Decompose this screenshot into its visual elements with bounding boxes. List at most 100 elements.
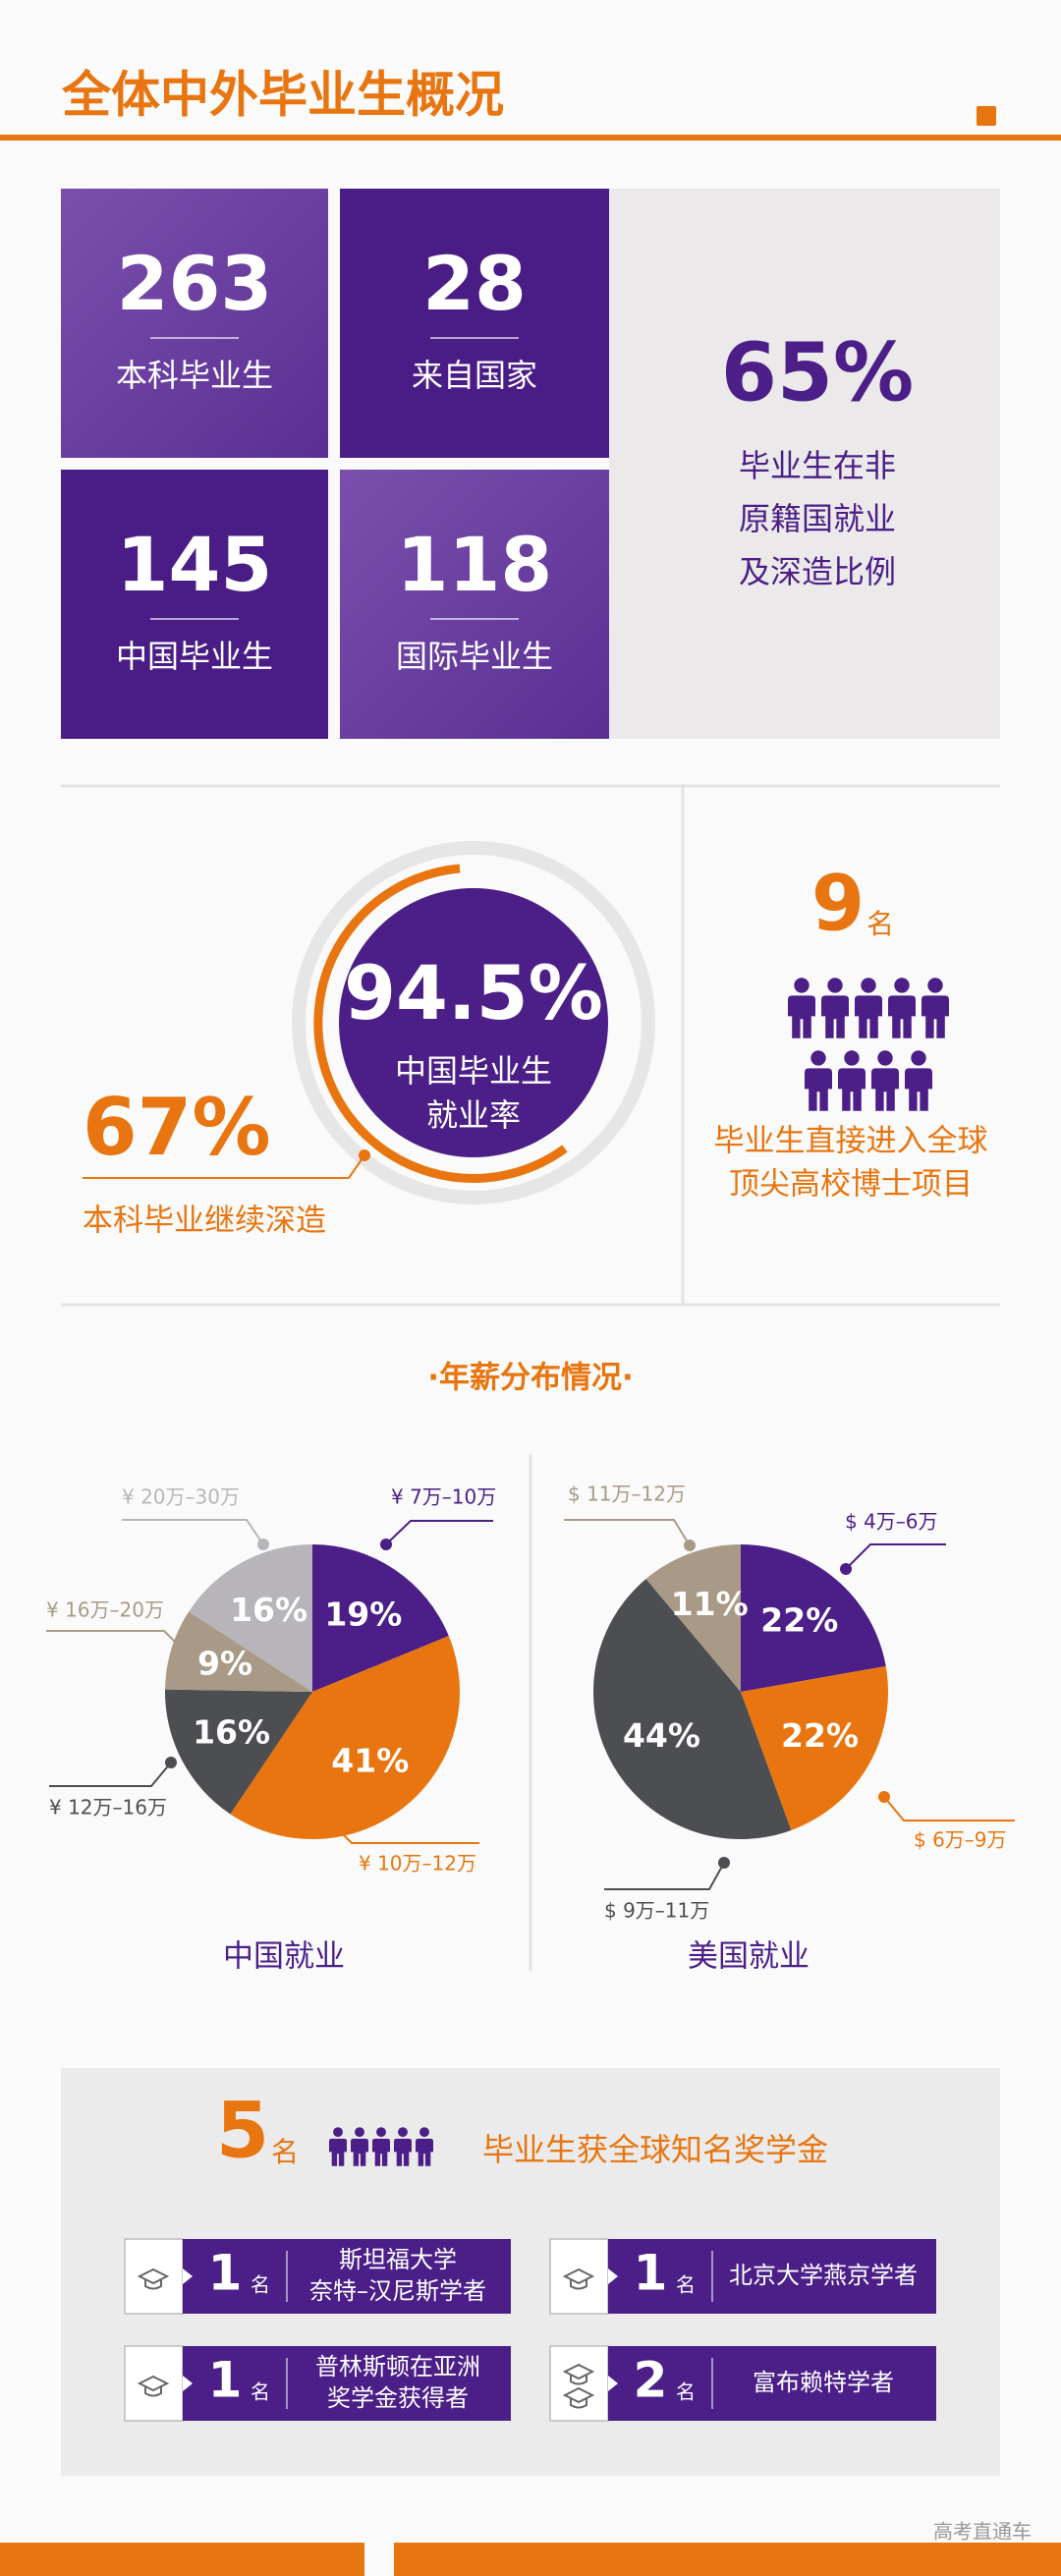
- pie-slice: [741, 1544, 886, 1692]
- cap-icon: [137, 2375, 170, 2397]
- pie-value-label: 9%: [197, 1644, 252, 1682]
- scholarship-label: 毕业生获全球知名奖学金: [482, 2131, 828, 2168]
- item-name: 富布赖特学者: [753, 2369, 894, 2396]
- pie-value-label: 22%: [760, 1600, 838, 1639]
- footer-bar: [0, 2543, 364, 2576]
- header-square: [977, 106, 996, 126]
- stat-box: [340, 189, 609, 458]
- pie-category-label: $ 6万–9万: [914, 1828, 1007, 1852]
- pie-value-label: 16%: [230, 1591, 307, 1629]
- rate-outer-ring: [292, 841, 655, 1204]
- stat-box: [340, 470, 609, 739]
- rate-arc: [313, 864, 568, 1183]
- pie-slice: [189, 1544, 312, 1692]
- callout-dot: [380, 1539, 392, 1550]
- stat-label: 中国毕业生: [116, 638, 273, 675]
- pie-slice: [593, 1579, 792, 1839]
- item-count: 2: [634, 2352, 668, 2409]
- callout-line: [564, 1519, 691, 1546]
- rate-label: 就业率: [426, 1096, 521, 1134]
- cap-icon: [137, 2268, 170, 2290]
- pie-title: 美国就业: [688, 1939, 810, 1975]
- stat-value: 28: [422, 240, 527, 327]
- further-study-label: 本科毕业继续深造: [83, 1204, 326, 1239]
- stat-box: [61, 470, 328, 739]
- overseas-label: 原籍国就业: [739, 500, 896, 537]
- rate-circle: [339, 888, 608, 1157]
- item-notch: [183, 2376, 193, 2391]
- item-box: [183, 2239, 511, 2314]
- callout-dot: [257, 1539, 269, 1550]
- item-box: [608, 2346, 936, 2421]
- pie-slice: [230, 1636, 461, 1840]
- overseas-label: 毕业生在非: [739, 447, 896, 484]
- callout-dot: [718, 1857, 730, 1869]
- pie-category-label: ¥ 12万–16万: [49, 1796, 167, 1820]
- callout-dot: [165, 1757, 177, 1768]
- pie-category-label: ¥ 7万–10万: [391, 1485, 496, 1509]
- pie-slice: [165, 1611, 312, 1692]
- pie-slice: [645, 1544, 741, 1692]
- item-notch: [608, 2376, 618, 2391]
- pie-value-label: 41%: [331, 1742, 409, 1780]
- item-name: 奖学金获得者: [327, 2384, 469, 2412]
- overseas-panel: [609, 189, 1000, 739]
- pie-category-label: $ 4万–6万: [845, 1510, 938, 1534]
- callout-line: [845, 1543, 946, 1570]
- overseas-value: 65%: [721, 326, 914, 420]
- scholarship-unit: 名: [271, 2136, 299, 2168]
- callout-dot: [684, 1540, 696, 1551]
- phd-count: 9: [811, 860, 865, 948]
- page-title: 全体中外毕业生概况: [61, 67, 504, 124]
- callout-dot: [332, 1823, 344, 1835]
- cap-icon: [562, 2363, 595, 2385]
- phd-unit: 名: [866, 908, 894, 940]
- pie-category-label: ¥ 10万–12万: [359, 1852, 476, 1876]
- callout-line: [385, 1520, 493, 1545]
- item-notch: [608, 2268, 618, 2284]
- item-name: 奈特–汉尼斯学者: [309, 2277, 486, 2305]
- item-box: [608, 2239, 936, 2314]
- item-count: 1: [208, 2245, 243, 2302]
- item-name: 北京大学燕京学者: [729, 2262, 918, 2289]
- further-study-leader: [83, 1154, 365, 1179]
- callout-line: [337, 1828, 479, 1844]
- item-name: 斯坦福大学: [339, 2246, 457, 2273]
- item-count: 1: [634, 2245, 668, 2302]
- callout-line: [46, 1630, 185, 1652]
- pie-category-label: $ 9万–11万: [604, 1899, 709, 1923]
- phd-label: 毕业生直接进入全球: [714, 1124, 988, 1159]
- item-unit: 名: [676, 2273, 696, 2297]
- pie-category-label: ¥ 16万–20万: [46, 1598, 164, 1622]
- cap-icon: [562, 2268, 595, 2290]
- item-unit: 名: [676, 2380, 696, 2404]
- item-box: [183, 2346, 511, 2421]
- section-dividers: [61, 784, 1000, 1971]
- stat-box: [61, 189, 328, 458]
- stat-value: 118: [397, 521, 553, 608]
- item-unit: 名: [251, 2273, 270, 2297]
- pie-category-label: ¥ 20万–30万: [122, 1485, 240, 1509]
- phd-label: 顶尖高校博士项目: [729, 1167, 973, 1203]
- pie-slice: [165, 1689, 312, 1815]
- pie-title: 中国就业: [223, 1939, 345, 1975]
- watermark: 高考直通车: [933, 2520, 1032, 2544]
- callout-dot: [178, 1645, 190, 1656]
- callout-dot: [878, 1791, 890, 1803]
- stat-label: 国际毕业生: [396, 638, 553, 675]
- icon-box: [549, 2238, 609, 2315]
- stat-label: 来自国家: [412, 357, 537, 394]
- callout-line: [604, 1862, 725, 1890]
- scholarship-count: 5: [216, 2087, 269, 2175]
- pie-value-label: 11%: [671, 1585, 749, 1623]
- cap-icon: [562, 2386, 595, 2409]
- item-name: 普林斯顿在亚洲: [315, 2353, 480, 2380]
- item-unit: 名: [251, 2380, 270, 2404]
- icon-box: [124, 2345, 184, 2422]
- further-study-value: 67%: [83, 1082, 270, 1173]
- pie-value-label: 19%: [324, 1595, 402, 1633]
- callout-line: [883, 1796, 1015, 1821]
- footer-bar: [394, 2543, 1061, 2576]
- pie-value-label: 22%: [781, 1716, 859, 1755]
